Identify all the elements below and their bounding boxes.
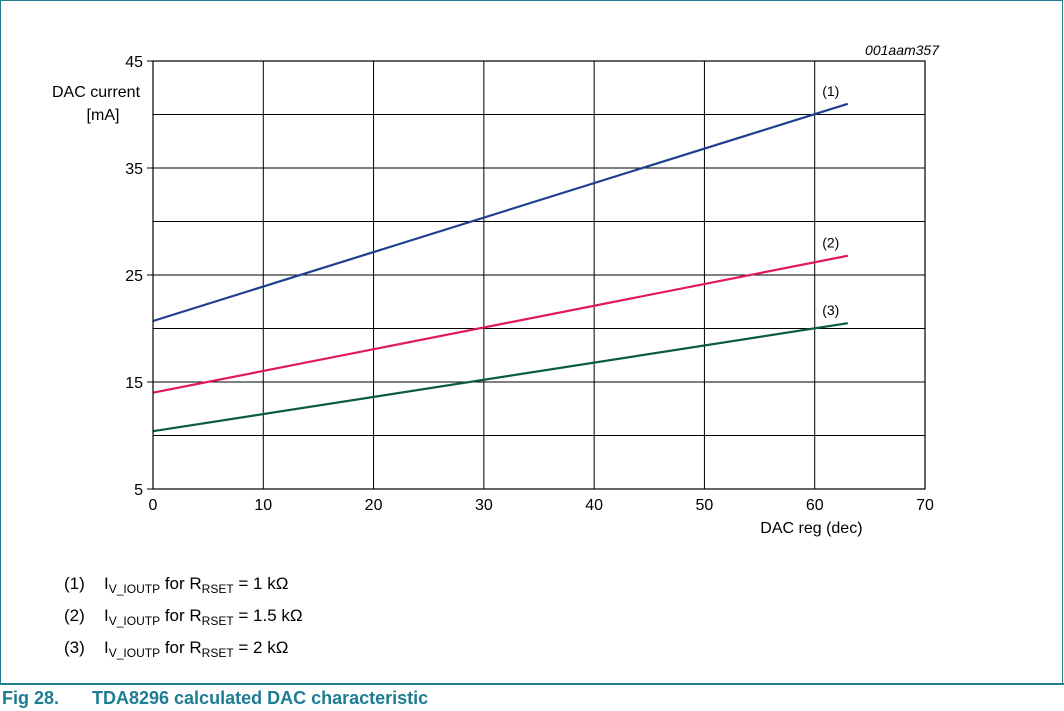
tick-labels: 0 10 20 30 40 50 60 70 5 15 25 35 45: [125, 54, 934, 514]
y-axis-label: DAC current: [52, 84, 141, 101]
series-line: [152, 102, 849, 323]
figure-title: TDA8296 calculated DAC characteristic: [92, 688, 429, 708]
series-labels: (1) (2) (3): [822, 83, 839, 318]
figure-number: Fig 28.: [2, 688, 60, 708]
plot-border: [152, 60, 926, 490]
series-line: [152, 322, 848, 433]
legend-item: (1) IV_IOUTP for RRSET = 1 kΩ: [64, 568, 303, 600]
legend-number: (3): [64, 638, 85, 657]
y-tick-label: 45: [125, 54, 143, 71]
x-tick-label: 70: [916, 497, 934, 514]
dac-characteristic-chart: 0 10 20 30 40 50 60 70 5 15 25 35 45 (1) (2) (3) 001aa…: [52, 42, 940, 537]
series-line: [152, 254, 849, 394]
x-tick-label: 60: [806, 497, 824, 514]
y-tick-label: 15: [125, 375, 143, 392]
legend: (1) IV_IOUTP for RRSET = 1 kΩ (2) IV_IOUTP…: [64, 568, 303, 664]
x-tick-label: 20: [365, 497, 383, 514]
y-axis-unit: [mA]: [87, 107, 120, 124]
x-axis-label: DAC reg (dec): [760, 520, 862, 537]
x-tick-label: 30: [475, 497, 493, 514]
figure-frame: [0, 0, 1063, 683]
series-lines: [152, 102, 849, 433]
figure-id: 001aam357: [865, 42, 940, 58]
grid-lines: [147, 60, 926, 490]
legend-item: (2) IV_IOUTP for RRSET = 1.5 kΩ: [64, 600, 303, 632]
series-label: (2): [822, 235, 839, 251]
series-label: (1): [822, 83, 839, 99]
y-tick-label: 5: [134, 482, 143, 499]
series-label: (3): [822, 302, 839, 318]
x-tick-label: 10: [254, 497, 272, 514]
x-tick-label: 0: [149, 497, 158, 514]
y-tick-label: 35: [125, 161, 143, 178]
legend-item: (3) IV_IOUTP for RRSET = 2 kΩ: [64, 632, 303, 664]
y-tick-label: 25: [125, 268, 143, 285]
legend-number: (2): [64, 606, 85, 625]
legend-number: (1): [64, 574, 85, 593]
x-tick-label: 40: [585, 497, 603, 514]
x-tick-label: 50: [696, 497, 714, 514]
figure-caption: Fig 28. TDA8296 calculated DAC characteri…: [0, 683, 1064, 711]
